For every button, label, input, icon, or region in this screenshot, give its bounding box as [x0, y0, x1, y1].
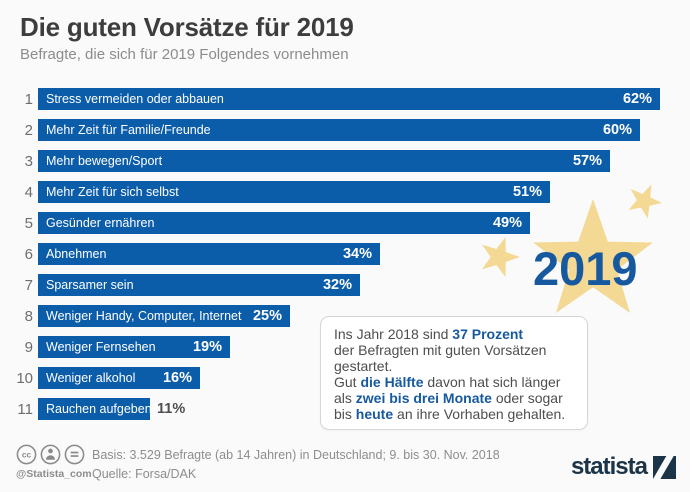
bar-value-outside: 11%: [157, 401, 186, 417]
info-box: Ins Jahr 2018 sind 37 Prozent der Befragt…: [320, 316, 588, 430]
bar: Weniger alkohol 16%: [38, 367, 200, 389]
row-rank: 10: [16, 369, 33, 387]
chart-row: 11 Rauchen aufgeben 11%: [0, 398, 690, 420]
bar-value: 16%: [162, 370, 192, 386]
chart-row: 4 Mehr Zeit für sich selbst 51%: [0, 181, 690, 203]
bar-chart: 1 Stress vermeiden oder abbauen 62% 2 Me…: [0, 88, 690, 429]
header: Die guten Vorsätze für 2019 Befragte, di…: [20, 12, 670, 63]
row-rank: 8: [24, 307, 33, 325]
bar-label: Weniger Fernsehen: [46, 340, 156, 354]
bar: Mehr bewegen/Sport 57%: [38, 150, 610, 172]
bar-value: 51%: [512, 184, 542, 200]
row-rank: 4: [24, 183, 33, 201]
statista-wordmark: statista: [570, 453, 648, 480]
chart-row: 3 Mehr bewegen/Sport 57%: [0, 150, 690, 172]
bar: Sparsamer sein 32%: [38, 274, 360, 296]
bar-value: 49%: [492, 215, 522, 231]
row-rank: 3: [24, 152, 33, 170]
bar-label: Weniger alkohol: [46, 371, 136, 385]
bar: Weniger Fernsehen 19%: [38, 336, 230, 358]
bar-label: Abnehmen: [46, 247, 107, 261]
bar-value: 32%: [322, 277, 352, 293]
bar-value: 19%: [192, 339, 222, 355]
basis-note: Basis: 3.529 Befragte (ab 14 Jahren) in …: [92, 448, 500, 462]
bar-value: 62%: [622, 91, 652, 107]
star-big-icon: [530, 199, 656, 325]
attribution: @Statista_com: [16, 468, 92, 480]
year-label: 2019: [533, 242, 638, 295]
chart-row: 1 Stress vermeiden oder abbauen 62%: [0, 88, 690, 110]
info-box-line: Ins Jahr 2018 sind 37 Prozent: [334, 326, 524, 342]
row-rank: 2: [24, 121, 33, 139]
star-small-right-icon: [620, 177, 668, 225]
bar: Mehr Zeit für Familie/Freunde 60%: [38, 119, 640, 141]
chart-row: 5 Gesünder ernähren 49%: [0, 212, 690, 234]
page-title: Die guten Vorsätze für 2019: [20, 12, 354, 42]
chart-row: 2 Mehr Zeit für Familie/Freunde 60%: [0, 119, 690, 141]
bar: Rauchen aufgeben: [38, 398, 152, 420]
row-rank: 6: [24, 245, 33, 263]
cc-license-icons: cc: [16, 444, 92, 465]
bar-label: Rauchen aufgeben: [46, 402, 152, 416]
bar-label: Stress vermeiden oder abbauen: [46, 92, 224, 106]
info-box-line: Gut die Hälfte davon hat sich länger: [334, 374, 561, 390]
bar-label: Sparsamer sein: [46, 278, 134, 292]
chart-row: 6 Abnehmen 34%: [0, 243, 690, 265]
statista-brand: statista: [571, 455, 676, 479]
chart-row: 10 Weniger alkohol 16%: [0, 367, 690, 389]
bar-label: Gesünder ernähren: [46, 216, 155, 230]
footnotes: Basis: 3.529 Befragte (ab 14 Jahren) in …: [92, 446, 500, 484]
row-rank: 7: [24, 276, 33, 294]
statista-logo-icon: [653, 455, 676, 479]
bar-value: 34%: [342, 246, 372, 262]
license-block: cc @Statista_com: [16, 444, 92, 480]
bar-label: Mehr Zeit für sich selbst: [46, 185, 179, 199]
chart-row: 7 Sparsamer sein 32%: [0, 274, 690, 296]
cc-by-icon: [40, 444, 61, 465]
bar: Abnehmen 34%: [38, 243, 380, 265]
cc-icon: cc: [16, 444, 37, 465]
bar-label: Mehr Zeit für Familie/Freunde: [46, 123, 211, 137]
bar-value: 57%: [572, 153, 602, 169]
cc-nd-icon: [64, 444, 85, 465]
bar-label: Mehr bewegen/Sport: [46, 154, 163, 168]
svg-text:cc: cc: [22, 450, 32, 460]
bar-value: 25%: [252, 308, 282, 324]
source-note: Quelle: Forsa/DAK: [92, 467, 197, 481]
row-rank: 9: [24, 338, 33, 356]
bar: Stress vermeiden oder abbauen 62%: [38, 88, 660, 110]
bar: Weniger Handy, Computer, Internet 25%: [38, 305, 290, 327]
star-small-left-icon: [473, 231, 526, 284]
info-box-line: bis heute an ihre Vorhaben gehalten.: [334, 406, 566, 422]
info-box-line: gestartet.: [334, 358, 393, 374]
row-rank: 11: [17, 400, 33, 418]
chart-row: 9 Weniger Fernsehen 19%: [0, 336, 690, 358]
page-subtitle: Befragte, die sich für 2019 Folgendes vo…: [20, 46, 349, 63]
info-box-line: der Befragten mit guten Vorsätzen: [334, 342, 547, 358]
row-rank: 1: [24, 90, 33, 108]
bar-label: Weniger Handy, Computer, Internet: [46, 309, 242, 323]
bar-value: 60%: [602, 122, 632, 138]
row-rank: 5: [24, 214, 33, 232]
info-box-line: als zwei bis drei Monate oder sogar: [334, 390, 563, 406]
chart-row: 8 Weniger Handy, Computer, Internet 25%: [0, 305, 690, 327]
bar: Gesünder ernähren 49%: [38, 212, 530, 234]
bar: Mehr Zeit für sich selbst 51%: [38, 181, 550, 203]
